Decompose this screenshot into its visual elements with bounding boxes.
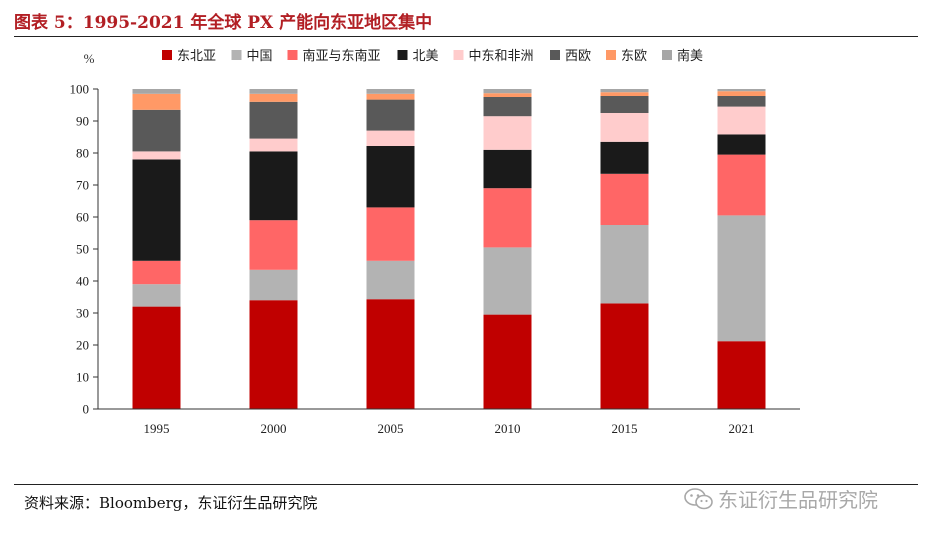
footer-divider (14, 484, 918, 485)
bar-segment-1995-0 (132, 306, 181, 409)
legend-swatch-0 (162, 50, 172, 60)
legend-swatch-7 (662, 50, 672, 60)
bar-segment-2021-3 (717, 134, 766, 155)
x-tick-label: 2005 (378, 421, 404, 436)
source-note: 资料来源：Bloomberg，东证衍生品研究院 (24, 494, 318, 512)
bar-segment-2015-1 (600, 225, 649, 304)
bar-segment-2021-1 (717, 215, 766, 342)
y-tick-label: 90 (76, 114, 89, 129)
watermark-text: 东证衍生品研究院 (718, 488, 878, 512)
bar-segment-2015-5 (600, 96, 649, 113)
bar-segment-2005-1 (366, 260, 415, 300)
bar-segment-2021-2 (717, 154, 766, 216)
bar-segment-2021-0 (717, 341, 766, 409)
legend-label-6: 东欧 (621, 49, 647, 64)
bar-segment-2010-1 (483, 247, 532, 315)
bar-segment-2005-3 (366, 146, 415, 208)
y-tick-label: 80 (76, 146, 89, 161)
y-tick-label: 0 (83, 402, 90, 417)
legend-label-5: 西欧 (565, 49, 591, 64)
x-tick-label: 2010 (495, 421, 521, 436)
bar-segment-2010-6 (483, 93, 532, 97)
bar-segment-2010-7 (483, 89, 532, 94)
bar-segment-1995-1 (132, 284, 181, 307)
x-tick-label: 1995 (144, 421, 170, 436)
bar-segment-2015-3 (600, 141, 649, 174)
watermark: 东证衍生品研究院 (684, 484, 878, 513)
wechat-icon (684, 487, 713, 509)
bar-segment-2005-4 (366, 130, 415, 146)
bar-segment-1995-7 (132, 89, 181, 94)
bar-segment-2005-0 (366, 299, 415, 409)
bar-segment-2000-6 (249, 93, 298, 102)
stacked-bar-chart: 东北亚 中国 南亚与东南亚 北美 中东和非洲 西欧 东欧 南美 % 0 10 20 30 40 50 60… (70, 48, 800, 436)
bar-segment-2000-1 (249, 269, 298, 301)
legend-swatch-5 (550, 50, 560, 60)
chart-title: 图表 5：1995-2021 年全球 PX 产能向东亚地区集中 (14, 13, 433, 33)
bar-segment-2015-6 (600, 92, 649, 96)
legend-label-3: 北美 (413, 49, 439, 64)
legend-label-1: 中国 (247, 49, 273, 64)
bar-segment-2010-4 (483, 116, 532, 150)
x-tick-label: 2000 (261, 421, 287, 436)
bar-segment-2000-4 (249, 138, 298, 152)
bar-segment-2000-0 (249, 300, 298, 409)
y-tick-label: 70 (76, 178, 89, 193)
chart-bars (132, 89, 766, 409)
bar-segment-2015-7 (600, 89, 649, 93)
bar-segment-1995-2 (132, 260, 181, 285)
bar-segment-1995-5 (132, 109, 181, 152)
bar-segment-2005-6 (366, 93, 415, 100)
legend-label-4: 中东和非洲 (469, 49, 534, 64)
y-tick-label: 20 (76, 338, 89, 353)
chart-legend: 东北亚 中国 南亚与东南亚 北美 中东和非洲 西欧 东欧 南美 (162, 48, 703, 64)
legend-label-0: 东北亚 (177, 49, 216, 64)
y-tick-label: 50 (76, 242, 89, 257)
bar-segment-2010-2 (483, 188, 532, 248)
bar-segment-2010-5 (483, 97, 532, 117)
legend-label-7: 南美 (677, 48, 703, 64)
bar-segment-1995-6 (132, 93, 181, 110)
bar-segment-2021-6 (717, 91, 766, 96)
bar-segment-2015-4 (600, 113, 649, 142)
y-tick-label: 30 (76, 306, 89, 321)
chart-axes: 0 10 20 30 40 50 60 70 80 90 100 1995 2000 2005 2010 20… (70, 82, 800, 436)
bar-segment-2021-4 (717, 106, 766, 135)
title-divider (14, 36, 918, 37)
bar-segment-2000-3 (249, 151, 298, 221)
bar-segment-1995-4 (132, 151, 181, 160)
bar-segment-2005-2 (366, 207, 415, 261)
y-axis-label: % (84, 51, 95, 66)
x-tick-label: 2021 (729, 421, 755, 436)
y-tick-label: 40 (76, 274, 89, 289)
bar-segment-1995-3 (132, 159, 181, 261)
y-tick-label: 10 (76, 370, 89, 385)
bar-segment-2000-2 (249, 220, 298, 270)
bar-segment-2010-3 (483, 149, 532, 189)
bar-segment-2000-7 (249, 89, 298, 94)
legend-swatch-6 (606, 50, 616, 60)
bar-segment-2021-5 (717, 96, 766, 107)
x-tick-label: 2015 (612, 421, 638, 436)
y-tick-label: 60 (76, 210, 89, 225)
legend-swatch-3 (397, 50, 408, 60)
legend-label-2: 南亚与东南亚 (303, 48, 381, 64)
legend-swatch-1 (231, 50, 242, 60)
bar-segment-2000-5 (249, 101, 298, 139)
bar-segment-2015-2 (600, 173, 649, 225)
legend-swatch-4 (453, 50, 464, 60)
bar-segment-2021-7 (717, 89, 766, 92)
bar-segment-2010-0 (483, 314, 532, 409)
legend-swatch-2 (287, 50, 298, 60)
bar-segment-2005-5 (366, 99, 415, 131)
bar-segment-2005-7 (366, 89, 415, 94)
y-tick-label: 100 (70, 82, 90, 97)
bar-segment-2015-0 (600, 303, 649, 409)
